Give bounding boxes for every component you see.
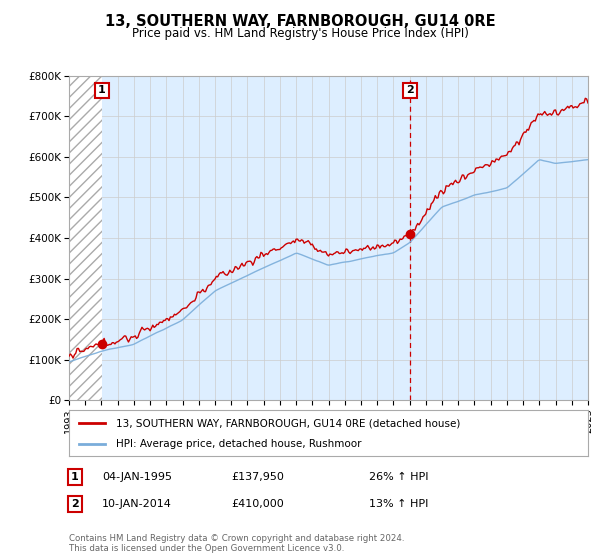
Text: 26% ↑ HPI: 26% ↑ HPI (369, 472, 428, 482)
Text: 2: 2 (71, 499, 79, 509)
Text: Contains HM Land Registry data © Crown copyright and database right 2024.
This d: Contains HM Land Registry data © Crown c… (69, 534, 404, 553)
Text: £410,000: £410,000 (231, 499, 284, 509)
Text: HPI: Average price, detached house, Rushmoor: HPI: Average price, detached house, Rush… (116, 438, 361, 449)
Text: 13% ↑ HPI: 13% ↑ HPI (369, 499, 428, 509)
Text: 10-JAN-2014: 10-JAN-2014 (102, 499, 172, 509)
Bar (69, 76, 102, 400)
Text: 13, SOUTHERN WAY, FARNBOROUGH, GU14 0RE (detached house): 13, SOUTHERN WAY, FARNBOROUGH, GU14 0RE … (116, 418, 460, 428)
Text: 2: 2 (406, 85, 414, 95)
Text: 1: 1 (71, 472, 79, 482)
Text: Price paid vs. HM Land Registry's House Price Index (HPI): Price paid vs. HM Land Registry's House … (131, 27, 469, 40)
Text: 13, SOUTHERN WAY, FARNBOROUGH, GU14 0RE: 13, SOUTHERN WAY, FARNBOROUGH, GU14 0RE (104, 14, 496, 29)
Text: 1: 1 (98, 85, 106, 95)
Text: 04-JAN-1995: 04-JAN-1995 (102, 472, 172, 482)
Text: £137,950: £137,950 (231, 472, 284, 482)
